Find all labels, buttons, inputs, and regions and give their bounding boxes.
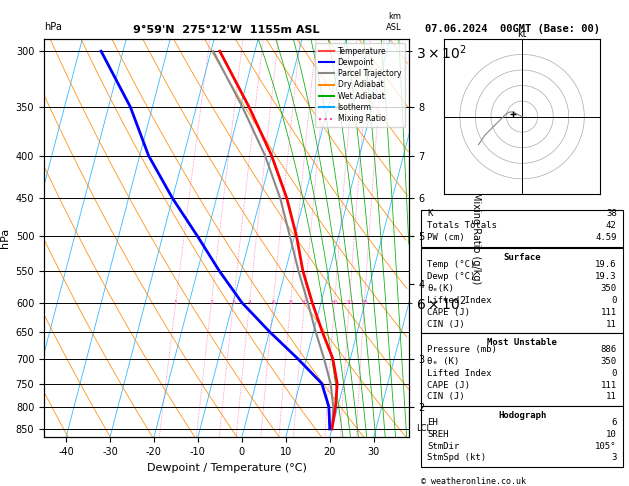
Text: Lifted Index: Lifted Index [428, 296, 492, 305]
Text: Hodograph: Hodograph [498, 411, 546, 419]
Text: K: K [428, 209, 433, 218]
Text: 0: 0 [611, 369, 616, 378]
Text: CIN (J): CIN (J) [428, 320, 465, 329]
Text: 25: 25 [360, 300, 369, 305]
Text: 0: 0 [611, 296, 616, 305]
Text: PW (cm): PW (cm) [428, 233, 465, 242]
Text: 16: 16 [331, 300, 338, 305]
Text: CIN (J): CIN (J) [428, 393, 465, 401]
Text: Surface: Surface [503, 253, 541, 262]
Text: 19.3: 19.3 [595, 272, 616, 281]
Text: 4: 4 [248, 300, 252, 305]
Text: Totals Totals: Totals Totals [428, 221, 498, 230]
Text: Lifted Index: Lifted Index [428, 369, 492, 378]
Text: 11: 11 [606, 320, 616, 329]
Text: 1: 1 [174, 300, 177, 305]
Text: 111: 111 [601, 308, 616, 317]
Text: CAPE (J): CAPE (J) [428, 381, 470, 390]
Text: 20: 20 [345, 300, 353, 305]
Text: CAPE (J): CAPE (J) [428, 308, 470, 317]
Text: StmSpd (kt): StmSpd (kt) [428, 453, 487, 463]
Legend: Temperature, Dewpoint, Parcel Trajectory, Dry Adiabat, Wet Adiabat, Isotherm, Mi: Temperature, Dewpoint, Parcel Trajectory… [314, 43, 405, 127]
Y-axis label: hPa: hPa [0, 228, 10, 248]
Text: θₑ(K): θₑ(K) [428, 284, 454, 293]
Text: 6: 6 [271, 300, 275, 305]
Text: 105°: 105° [595, 441, 616, 451]
Text: 42: 42 [606, 221, 616, 230]
Text: θₑ (K): θₑ (K) [428, 357, 460, 366]
Text: Temp (°C): Temp (°C) [428, 260, 476, 269]
Text: hPa: hPa [44, 21, 62, 32]
FancyBboxPatch shape [421, 406, 623, 467]
Text: 4.59: 4.59 [595, 233, 616, 242]
Text: 2: 2 [209, 300, 213, 305]
Text: 07.06.2024  00GMT (Base: 00): 07.06.2024 00GMT (Base: 00) [425, 24, 599, 35]
X-axis label: Dewpoint / Temperature (°C): Dewpoint / Temperature (°C) [147, 463, 306, 473]
Text: 111: 111 [601, 381, 616, 390]
Text: LCL: LCL [416, 424, 431, 434]
Text: 3: 3 [231, 300, 235, 305]
Text: SREH: SREH [428, 430, 449, 438]
Text: 350: 350 [601, 357, 616, 366]
Y-axis label: Mixing Ratio (g/kg): Mixing Ratio (g/kg) [471, 192, 481, 284]
Text: 10: 10 [301, 300, 308, 305]
Text: 38: 38 [606, 209, 616, 218]
Text: 3: 3 [611, 453, 616, 463]
Text: Most Unstable: Most Unstable [487, 338, 557, 347]
Text: Dewp (°C): Dewp (°C) [428, 272, 476, 281]
X-axis label: kt: kt [517, 30, 527, 39]
Text: 10: 10 [606, 430, 616, 438]
Text: 19.6: 19.6 [595, 260, 616, 269]
Text: Pressure (mb): Pressure (mb) [428, 345, 498, 354]
Text: 886: 886 [601, 345, 616, 354]
Text: 6: 6 [611, 417, 616, 427]
Text: km
ASL: km ASL [386, 12, 401, 32]
FancyBboxPatch shape [421, 248, 623, 333]
Text: StmDir: StmDir [428, 441, 460, 451]
Text: EH: EH [428, 417, 438, 427]
FancyBboxPatch shape [421, 209, 623, 247]
FancyBboxPatch shape [421, 333, 623, 406]
Text: © weatheronline.co.uk: © weatheronline.co.uk [421, 477, 526, 486]
Title: 9°59'N  275°12'W  1155m ASL: 9°59'N 275°12'W 1155m ASL [133, 25, 320, 35]
Text: 11: 11 [606, 393, 616, 401]
Text: 350: 350 [601, 284, 616, 293]
Text: 8: 8 [289, 300, 292, 305]
